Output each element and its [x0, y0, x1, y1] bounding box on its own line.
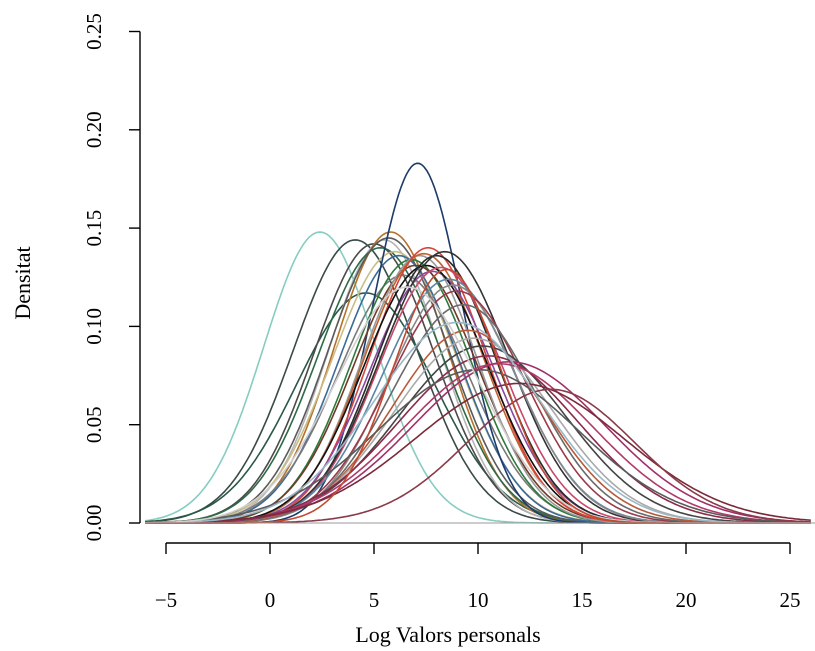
y-axis-ticks: 0.00 0.05 0.10 0.15 0.20 0.25	[82, 13, 140, 541]
density-curve	[145, 258, 811, 524]
y-tick-label: 0.00	[82, 505, 106, 542]
x-tick-label: 20	[676, 588, 697, 612]
y-axis-title: Densitat	[10, 246, 35, 319]
x-tick-label: 5	[369, 588, 380, 612]
density-curve	[145, 290, 811, 524]
y-tick-label: 0.20	[82, 111, 106, 148]
density-curve	[145, 368, 811, 524]
x-tick-label: 0	[265, 588, 276, 612]
y-tick-label: 0.25	[82, 13, 106, 50]
x-tick-label: −5	[155, 588, 177, 612]
x-axis-title: Log Valors personals	[355, 622, 540, 647]
y-tick-label: 0.05	[82, 406, 106, 443]
x-tick-label: 10	[468, 588, 489, 612]
y-tick-label: 0.15	[82, 210, 106, 247]
y-tick-label: 0.10	[82, 308, 106, 345]
density-curve	[145, 304, 811, 524]
density-curves	[145, 162, 811, 524]
density-curve	[145, 321, 811, 524]
x-tick-label: 25	[780, 588, 801, 612]
density-curve	[145, 382, 811, 524]
x-tick-label: 15	[572, 588, 593, 612]
x-axis-ticks: −5 0 5 10 15 20 25	[155, 543, 801, 612]
